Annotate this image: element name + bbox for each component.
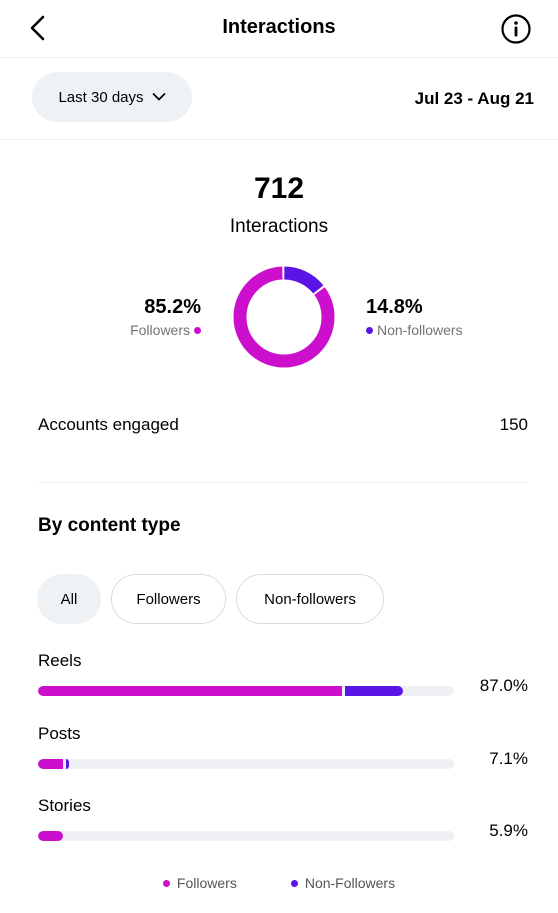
- donut-followers-segment: [233, 266, 335, 368]
- interactions-donut-chart: [233, 266, 335, 368]
- followers-pct: 85.2%: [144, 296, 201, 318]
- tab-all[interactable]: All: [37, 574, 101, 624]
- bar-track: [38, 831, 454, 841]
- bar-label: Stories: [38, 796, 91, 815]
- bar-track: [38, 686, 454, 696]
- legend-non-followers: Non-Followers: [290, 875, 396, 891]
- non-followers-pct: 14.8%: [366, 296, 423, 318]
- range-selector[interactable]: Last 30 days: [32, 72, 192, 122]
- followers-share-label: Followers: [130, 322, 201, 338]
- bar-non-followers-segment: [66, 759, 70, 769]
- legend-followers: Followers: [162, 875, 237, 891]
- chevron-down-icon: [152, 93, 165, 101]
- content-bar-reels: Reels 87.0%: [38, 651, 528, 707]
- section-title: By content type: [38, 515, 181, 536]
- followers-share: 85.2% Followers: [130, 296, 201, 338]
- legend-followers-dot: [162, 879, 170, 887]
- bar-track: [38, 759, 454, 769]
- followers-label: Followers: [130, 322, 190, 338]
- accounts-engaged-label: Accounts engaged: [38, 415, 179, 434]
- header: Interactions: [0, 0, 558, 58]
- bar-label: Reels: [38, 651, 82, 670]
- legend: Followers Non-Followers: [0, 875, 558, 891]
- non-followers-share: 14.8% Non-followers: [366, 296, 463, 338]
- legend-followers-label: Followers: [176, 875, 237, 891]
- bar-pct: 5.9%: [489, 821, 528, 840]
- non-followers-label: Non-followers: [377, 322, 463, 338]
- date-range-row: Last 30 days Jul 23 - Aug 21: [0, 58, 558, 140]
- content-bar-stories: Stories 5.9%: [38, 796, 528, 852]
- bar-label: Posts: [38, 724, 81, 743]
- bar-non-followers-segment: [344, 686, 403, 696]
- followers-dot: [194, 326, 201, 334]
- range-selector-label: Last 30 days: [58, 88, 144, 106]
- bar-followers-segment: [38, 686, 342, 696]
- tab-followers[interactable]: Followers: [111, 574, 226, 624]
- bar-pct: 7.1%: [489, 749, 528, 768]
- bar-followers-segment: [38, 831, 63, 841]
- bar-followers-segment: [38, 759, 64, 769]
- legend-non-followers-dot: [290, 879, 298, 887]
- divider: [38, 482, 528, 483]
- interactions-total: 712: [253, 172, 305, 205]
- non-followers-dot: [366, 326, 373, 334]
- date-range-text: Jul 23 - Aug 21: [414, 89, 534, 108]
- content-bar-posts: Posts 7.1%: [38, 724, 528, 780]
- legend-non-followers-label: Non-Followers: [304, 875, 396, 891]
- info-button[interactable]: [500, 13, 532, 45]
- bar-pct: 87.0%: [479, 676, 528, 695]
- chevron-left-icon: [30, 15, 45, 41]
- info-circle-icon: [501, 14, 531, 44]
- non-followers-share-label: Non-followers: [366, 322, 463, 338]
- accounts-engaged-value: 150: [499, 415, 528, 434]
- back-button[interactable]: [20, 10, 56, 46]
- tab-non-followers[interactable]: Non-followers: [236, 574, 384, 624]
- accounts-engaged-row: Accounts engaged 150: [38, 415, 528, 435]
- interactions-total-label: Interactions: [229, 216, 329, 237]
- page-title: Interactions: [222, 16, 336, 38]
